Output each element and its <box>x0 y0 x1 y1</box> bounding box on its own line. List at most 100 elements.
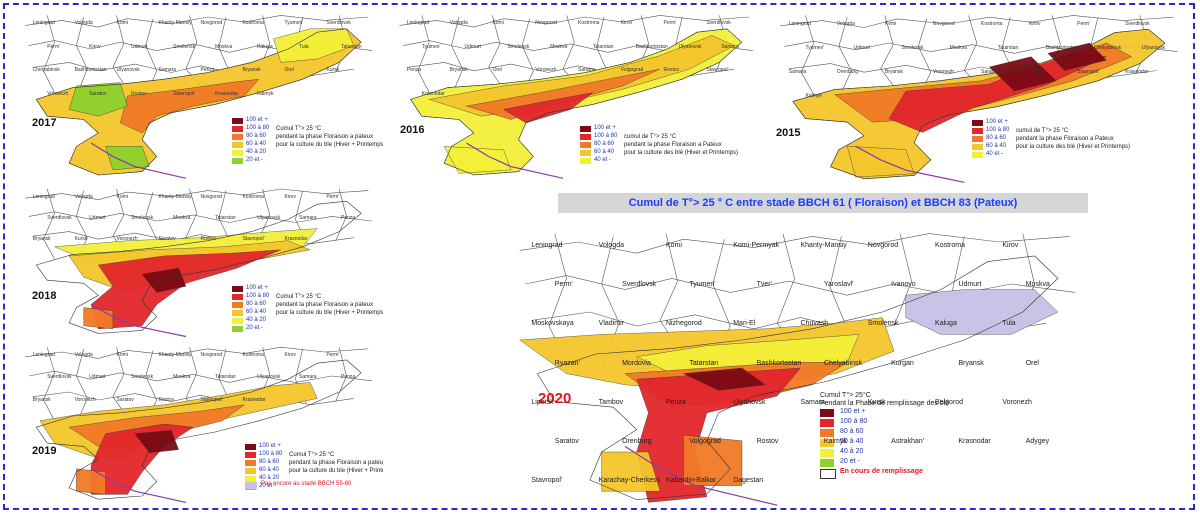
legend-swatch <box>972 120 983 126</box>
legend-label: 20 et - <box>840 458 860 465</box>
legend-caption: pendant la phase Floraison a pateux <box>276 134 374 140</box>
region-label: Voronezh <box>535 67 557 74</box>
dashed-frame <box>3 3 1195 510</box>
legend-label: 100 et + <box>259 443 281 449</box>
region-label: Komi <box>116 20 128 27</box>
map-panel-2019: 2019 100 et + 100 à 80 80 à 60 60 à 40 40 à … <box>18 344 383 504</box>
legend-label: 100 et + <box>246 285 268 291</box>
region-label: Kostroma <box>981 20 1003 27</box>
region-label: Komi-Permyak <box>733 242 780 249</box>
legend-label: 100 à 80 <box>246 125 270 131</box>
legend-label: 100 à 80 <box>594 133 618 139</box>
legend-swatch <box>580 150 591 156</box>
southern-border <box>90 142 187 179</box>
year-label-2020: 2020 <box>538 390 572 407</box>
region-label: Voronezh <box>1002 398 1032 406</box>
legend-swatch <box>580 158 591 164</box>
region-label: Voronezh <box>74 396 96 403</box>
region-label: Saratov <box>158 236 176 243</box>
region-label: Krasnodar <box>242 396 266 403</box>
southern-border <box>90 304 187 338</box>
pending-label-2019: Pas encore au stade BBCH 55-60 <box>261 481 352 487</box>
region-label: Chuvash <box>800 320 829 328</box>
region-label: Kirov <box>1029 20 1041 27</box>
region-label: Mordovia <box>622 359 651 367</box>
legend-caption: Cumul T°> 25°C <box>820 392 871 399</box>
region-label: Penza <box>341 374 356 381</box>
region-label: Saratov <box>554 438 579 445</box>
region-label: Rostov <box>200 236 217 243</box>
grain-belt-outline <box>35 200 362 334</box>
legend-label: 60 à 40 <box>246 309 267 315</box>
region-label: Bryansk <box>32 396 51 403</box>
southern-border <box>624 445 778 506</box>
legend-label: 80 à 60 <box>986 135 1007 141</box>
region-label: Astrakhan' <box>891 438 925 445</box>
grain-belt-outline <box>35 359 362 500</box>
region-label: Smolensk <box>173 43 196 50</box>
legend-label: 100 et + <box>594 125 616 131</box>
region-label: Kalmyk <box>257 90 274 97</box>
map-panel-2016: 2016 100 et + 100 à 80 80 à 60 60 à 40 40 et… <box>392 12 764 180</box>
region-label: Adygey <box>1025 438 1050 445</box>
pending-swatch-2019 <box>245 482 257 489</box>
map-panel-2015: 2015 100 et + 100 à 80 80 à 60 60 à 40 40 et… <box>772 12 1190 184</box>
region-label: Moskva <box>173 214 191 221</box>
legend-label: 80 à 60 <box>840 428 864 435</box>
region-label: Samara <box>721 43 739 50</box>
region-label: Moskva <box>949 44 967 51</box>
region-label: Yaroslavl' <box>823 281 854 289</box>
region-label: Kaluga <box>257 43 273 50</box>
region-label: Smolensk <box>867 320 899 328</box>
zone-c60-1 <box>119 78 260 134</box>
legend-label: 100 et + <box>986 119 1008 125</box>
region-label: Samara <box>800 398 826 406</box>
region-label: Saratov <box>578 67 596 74</box>
region-label: Khanty-Mansiy <box>158 193 192 200</box>
region-label: Stavropol' <box>173 90 196 97</box>
map-panel-2020: 2020 Cumul T°> 25°C Pendant la Phase de r… <box>508 228 1093 508</box>
region-label: Samara <box>299 374 317 381</box>
region-label: Orenburg <box>622 438 652 445</box>
region-label: Krasnodar <box>1125 68 1149 75</box>
region-label: Kirov <box>1002 242 1019 249</box>
legend-swatch <box>820 449 834 457</box>
region-label: Novgorod <box>932 20 955 27</box>
region-label: Moskovskaya <box>531 320 574 328</box>
region-label: Vologda <box>449 20 468 27</box>
region-label: Perm' <box>326 193 340 200</box>
year-label-2018: 2018 <box>32 290 57 302</box>
region-label: Ulyanovsk <box>257 214 281 221</box>
region-label: Kirov <box>89 43 101 50</box>
region-label: Kirov <box>284 193 296 200</box>
region-label: Komi <box>116 352 128 358</box>
region-label: Rostov <box>1029 68 1045 75</box>
region-label: Sverdlovsk <box>47 374 72 381</box>
region-label: Krasnodar <box>284 236 308 243</box>
region-label: Bryansk <box>32 236 51 243</box>
region-label: Kostroma <box>935 242 966 249</box>
region-label: Smolensk <box>131 374 154 381</box>
region-label: Smolensk <box>901 44 924 51</box>
legend-label: 40 et - <box>594 157 612 163</box>
legend-swatch <box>232 142 243 148</box>
region-label: Perm' <box>326 352 340 358</box>
legend-caption: pour la culture des blé (Hiver et Printe… <box>1016 144 1131 150</box>
region-label: Perm' <box>47 43 61 50</box>
legend-label: 40 à 20 <box>246 149 267 155</box>
region-label: Belgorod <box>935 398 964 406</box>
legend-label: 100 à 80 <box>986 127 1010 133</box>
pending-label: En cours de remplissage <box>840 468 923 475</box>
legend-swatch <box>245 468 256 474</box>
region-label: Voronezh <box>932 68 955 75</box>
zone-c100-4 <box>1047 42 1107 71</box>
legend-swatch <box>972 152 983 158</box>
legend-label: 40 à 20 <box>840 448 864 455</box>
legend-swatch <box>232 302 243 308</box>
region-label: Leningrad <box>788 20 811 27</box>
zone-c80-3 <box>503 92 594 124</box>
region-label: Samara <box>299 214 317 221</box>
legend-row: 100 et + <box>820 408 949 418</box>
region-label: Udmurt <box>958 281 982 289</box>
region-label: Smolensk <box>507 43 530 50</box>
